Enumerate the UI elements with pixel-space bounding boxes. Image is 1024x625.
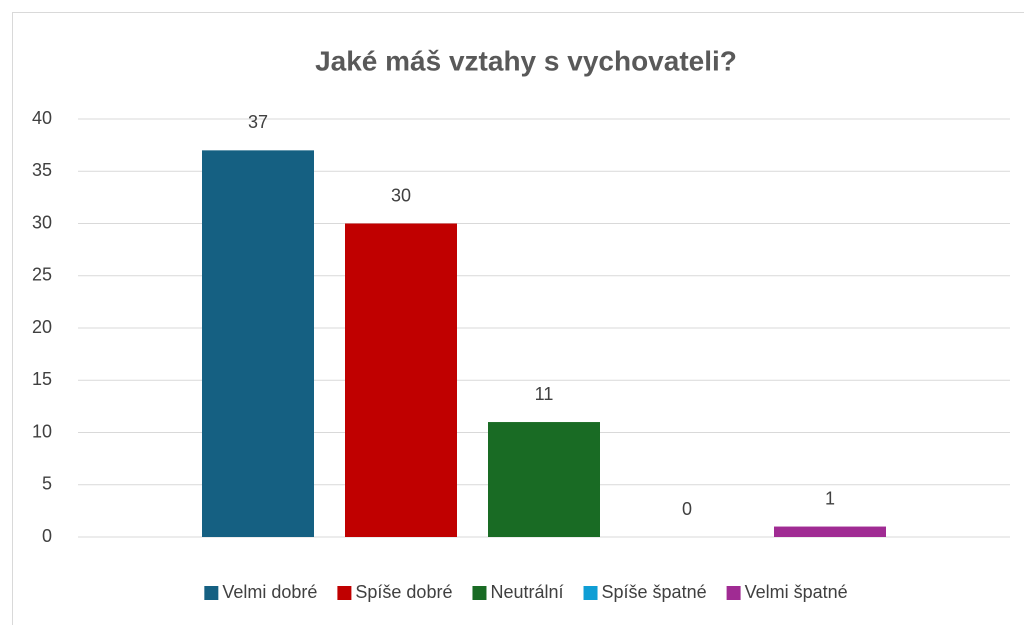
legend-swatch xyxy=(337,586,352,600)
y-tick-label: 25 xyxy=(32,265,52,285)
legend-label: Velmi špatné xyxy=(745,582,848,602)
chart-title: Jaké máš vztahy s vychovateli? xyxy=(315,45,737,76)
y-tick-label: 5 xyxy=(42,474,52,494)
legend-swatch xyxy=(726,586,741,600)
bar xyxy=(774,526,886,537)
data-label: 30 xyxy=(391,185,411,205)
data-label: 11 xyxy=(535,384,554,404)
legend-swatch xyxy=(204,586,219,600)
legend-label: Velmi dobré xyxy=(222,582,317,602)
data-label: 1 xyxy=(825,488,835,508)
legend-label: Spíše dobré xyxy=(355,582,452,602)
bar xyxy=(345,223,457,537)
legend-swatch xyxy=(472,586,487,600)
y-tick-label: 10 xyxy=(32,421,52,441)
y-tick-label: 15 xyxy=(32,369,52,389)
y-tick-label: 30 xyxy=(32,212,52,232)
y-tick-label: 35 xyxy=(32,160,52,180)
y-tick-label: 20 xyxy=(32,317,52,337)
data-label: 0 xyxy=(682,499,692,519)
legend-label: Spíše špatné xyxy=(602,582,707,602)
bar xyxy=(202,150,314,537)
y-tick-label: 40 xyxy=(32,108,52,128)
legend-swatch xyxy=(583,586,598,600)
bar xyxy=(488,422,600,537)
legend-label: Neutrální xyxy=(490,582,563,602)
y-tick-label: 0 xyxy=(42,526,52,546)
data-label: 37 xyxy=(248,112,268,132)
